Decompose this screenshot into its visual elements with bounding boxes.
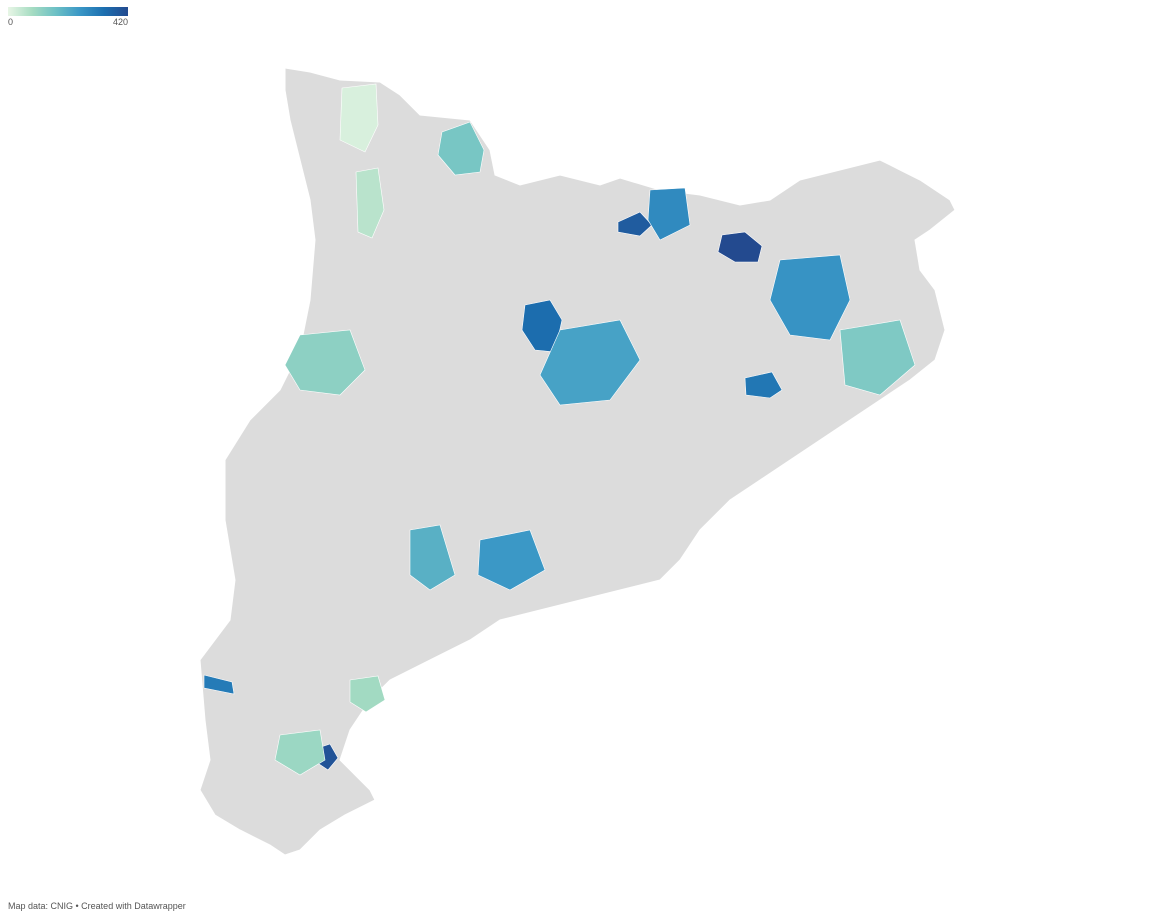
- region: [355, 167, 385, 239]
- territory-outline: [199, 67, 956, 856]
- region: [539, 319, 641, 406]
- region: [284, 329, 366, 396]
- footer-credit: Map data: CNIG • Created with Datawrappe…: [8, 901, 186, 911]
- region: [477, 529, 546, 591]
- legend-max-label: 420: [113, 17, 128, 27]
- legend-gradient: [8, 7, 128, 16]
- region: [839, 319, 916, 396]
- region: [437, 121, 485, 176]
- region: [769, 254, 851, 341]
- region: [274, 729, 326, 776]
- region: [203, 674, 235, 695]
- region: [647, 187, 691, 241]
- region: [409, 524, 456, 591]
- region: [717, 231, 763, 263]
- region: [744, 371, 783, 399]
- region: [349, 675, 386, 713]
- region: [617, 211, 653, 237]
- legend-min-label: 0: [8, 17, 13, 27]
- region: [339, 83, 379, 153]
